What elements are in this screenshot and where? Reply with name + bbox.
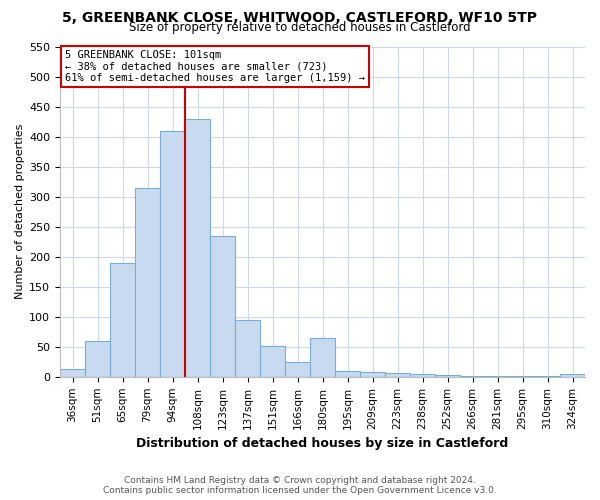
- Bar: [160, 130, 185, 377]
- X-axis label: Distribution of detached houses by size in Castleford: Distribution of detached houses by size …: [136, 437, 509, 450]
- Bar: [360, 372, 385, 377]
- Bar: [135, 188, 160, 377]
- Bar: [110, 262, 135, 377]
- Bar: [185, 118, 210, 377]
- Bar: [285, 362, 310, 377]
- Bar: [235, 320, 260, 377]
- Bar: [385, 372, 410, 377]
- Bar: [560, 374, 585, 377]
- Bar: [335, 371, 360, 377]
- Bar: [485, 376, 510, 377]
- Text: 5 GREENBANK CLOSE: 101sqm
← 38% of detached houses are smaller (723)
61% of semi: 5 GREENBANK CLOSE: 101sqm ← 38% of detac…: [65, 50, 365, 83]
- Bar: [460, 376, 485, 377]
- Text: 5, GREENBANK CLOSE, WHITWOOD, CASTLEFORD, WF10 5TP: 5, GREENBANK CLOSE, WHITWOOD, CASTLEFORD…: [62, 11, 538, 25]
- Text: Contains HM Land Registry data © Crown copyright and database right 2024.
Contai: Contains HM Land Registry data © Crown c…: [103, 476, 497, 495]
- Bar: [410, 374, 435, 377]
- Bar: [510, 376, 535, 377]
- Y-axis label: Number of detached properties: Number of detached properties: [15, 124, 25, 300]
- Bar: [310, 338, 335, 377]
- Bar: [535, 376, 560, 377]
- Bar: [210, 236, 235, 377]
- Bar: [435, 375, 460, 377]
- Bar: [60, 369, 85, 377]
- Text: Size of property relative to detached houses in Castleford: Size of property relative to detached ho…: [129, 21, 471, 34]
- Bar: [260, 346, 285, 377]
- Bar: [85, 341, 110, 377]
